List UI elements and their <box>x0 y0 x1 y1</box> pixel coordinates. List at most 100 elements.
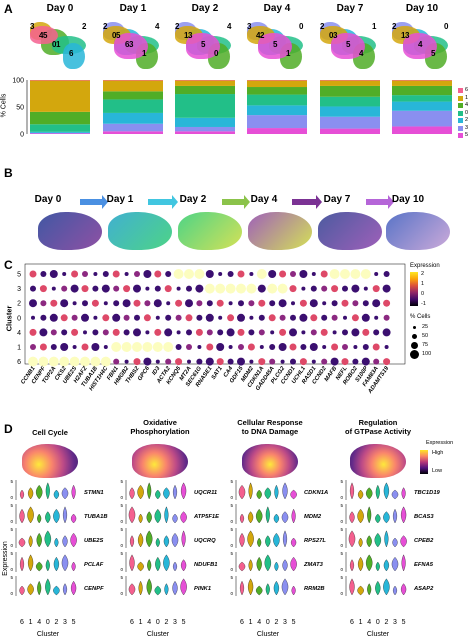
dot <box>352 300 359 307</box>
violin <box>238 484 246 500</box>
umap-cluster-label: 2 <box>82 22 87 31</box>
violin-cluster-tick: 1 <box>249 619 253 626</box>
violin-cluster-tick: 0 <box>156 619 160 626</box>
dot <box>71 270 79 278</box>
violin <box>44 530 52 548</box>
violin <box>239 532 245 548</box>
violin <box>282 482 288 500</box>
dot <box>341 299 349 307</box>
violin <box>137 561 144 572</box>
legend-swatch <box>458 88 463 93</box>
dot <box>236 283 246 294</box>
violin-gene-label: CDKN1A <box>304 490 328 496</box>
dot <box>163 342 174 352</box>
legend-label: 5 <box>465 132 469 138</box>
bar-segment <box>392 101 452 111</box>
pct-label: 75 <box>422 342 429 348</box>
violin <box>27 506 34 524</box>
dot <box>124 272 129 276</box>
dot <box>299 313 308 322</box>
violin-cluster-tick: 5 <box>182 619 186 626</box>
violin <box>273 513 280 524</box>
violin-cluster-tick: 0 <box>46 619 50 626</box>
umap-cluster-label: 3 <box>333 31 338 40</box>
violin <box>365 487 373 500</box>
violin <box>273 532 280 548</box>
dot <box>112 270 120 278</box>
dot <box>101 284 110 293</box>
violin-cluster-tick: 4 <box>257 619 261 626</box>
dot <box>196 300 203 307</box>
dot <box>248 300 255 307</box>
legend-label: 6 <box>465 87 469 93</box>
dot <box>194 269 205 279</box>
violin <box>45 482 50 500</box>
dot <box>320 270 328 278</box>
violin <box>62 535 68 548</box>
violin-ytick: 5 <box>340 551 343 556</box>
dot <box>123 329 130 336</box>
dot <box>258 314 265 321</box>
bar-segment <box>247 94 307 106</box>
dot <box>383 299 391 307</box>
violin-ytick: 5 <box>10 479 13 484</box>
pct-label: 50 <box>422 333 429 339</box>
umap-cluster-label: 1 <box>286 49 291 58</box>
bar-segment <box>175 126 235 132</box>
violin-ytick: 0 <box>120 519 123 524</box>
dot <box>331 314 338 321</box>
violin <box>37 580 42 596</box>
dot <box>206 343 214 351</box>
dot <box>374 315 379 320</box>
violin-cluster-tick: 6 <box>350 619 354 626</box>
dot <box>197 345 202 349</box>
violin <box>392 508 398 524</box>
dot <box>341 358 349 366</box>
bar-segment <box>175 131 235 134</box>
violin-cluster-tick: 4 <box>367 619 371 626</box>
dot <box>38 356 49 367</box>
dot <box>363 286 368 291</box>
dot <box>248 329 255 336</box>
violin-ytick: 0 <box>340 591 343 596</box>
violin <box>290 537 297 548</box>
dot <box>320 328 328 336</box>
dot <box>143 357 152 366</box>
dot <box>216 299 224 307</box>
violin-ytick: 0 <box>340 519 343 524</box>
pct-dot <box>410 341 418 349</box>
dot <box>103 301 108 306</box>
dot <box>351 328 360 337</box>
violin <box>391 556 399 572</box>
violin-gene-label: ASAP2 <box>413 586 434 592</box>
timeline-arrow <box>366 195 394 209</box>
dot <box>165 358 172 365</box>
panel-a-stacked-bar-chart: 100 50 0 <box>12 78 452 139</box>
violin-cluster-tick: 6 <box>130 619 134 626</box>
violin <box>180 559 187 572</box>
dot <box>269 300 276 307</box>
dot <box>82 271 88 277</box>
dot <box>29 299 37 308</box>
cluster-label: 2 <box>17 301 21 308</box>
umap-cluster-label: 3 <box>247 22 252 31</box>
violin-cluster-tick: 3 <box>283 619 287 626</box>
bar-segment <box>103 131 163 134</box>
timeline-arrow <box>292 195 322 209</box>
violin <box>238 561 246 572</box>
dot <box>310 329 317 336</box>
dot <box>247 343 255 351</box>
bar-segment <box>30 80 90 112</box>
umap-cluster-label: 1 <box>401 31 406 40</box>
dot <box>71 314 78 321</box>
bar-segment <box>392 126 452 134</box>
dot <box>237 328 245 336</box>
violin-ytick: 5 <box>340 503 343 508</box>
umap-cluster-label: 4 <box>359 49 364 58</box>
violin-cluster-tick: 4 <box>37 619 41 626</box>
dot <box>216 358 224 366</box>
dot <box>81 313 89 322</box>
dot <box>103 345 108 349</box>
bar-segment <box>320 85 380 97</box>
violin-cluster-tick: 2 <box>274 619 278 626</box>
